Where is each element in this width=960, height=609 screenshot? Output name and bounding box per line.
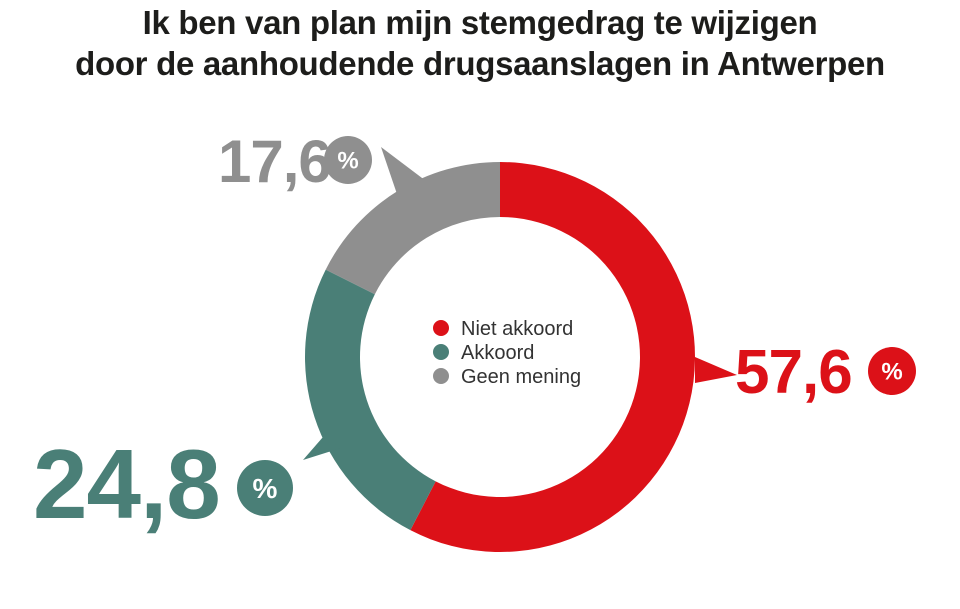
percent-sign-akkoord: % bbox=[253, 473, 278, 504]
legend-label-niet-akkoord: Niet akkoord bbox=[461, 318, 573, 340]
slice-akkoord bbox=[305, 269, 436, 531]
legend-label-akkoord: Akkoord bbox=[461, 342, 534, 364]
pointer-akkoord bbox=[303, 437, 341, 460]
value-label-akkoord: 24,8 bbox=[33, 429, 220, 539]
percent-badge-akkoord bbox=[237, 460, 293, 516]
percent-sign-niet-akkoord: % bbox=[881, 359, 902, 386]
value-callouts: 57,6 %24,8 %17,6% bbox=[33, 128, 916, 539]
chart-title-line-1: Ik ben van plan mijn stemgedrag te wijzi… bbox=[142, 4, 818, 41]
donut-slices bbox=[305, 162, 696, 552]
value-label-geen-mening: 17,6 bbox=[218, 128, 331, 195]
slice-niet-akkoord bbox=[410, 162, 696, 552]
callout-pointers bbox=[303, 147, 737, 460]
legend-swatch-niet-akkoord bbox=[433, 320, 449, 336]
legend-swatch-geen-mening bbox=[433, 368, 449, 384]
legend-swatch-akkoord bbox=[433, 344, 449, 360]
percent-badge-geen-mening bbox=[324, 136, 372, 184]
chart-title: Ik ben van plan mijn stemgedrag te wijzi… bbox=[0, 2, 960, 84]
legend-label-geen-mening: Geen mening bbox=[461, 366, 581, 388]
chart-title-line-2: door de aanhoudende drugsaanslagen in An… bbox=[75, 45, 885, 82]
percent-sign-geen-mening: % bbox=[337, 148, 358, 175]
pointer-geen-mening bbox=[381, 147, 426, 197]
percent-badge-niet-akkoord bbox=[868, 347, 916, 395]
pointer-niet-akkoord bbox=[695, 357, 737, 383]
slice-geen-mening bbox=[325, 162, 500, 295]
value-label-niet-akkoord: 57,6 bbox=[735, 338, 852, 407]
